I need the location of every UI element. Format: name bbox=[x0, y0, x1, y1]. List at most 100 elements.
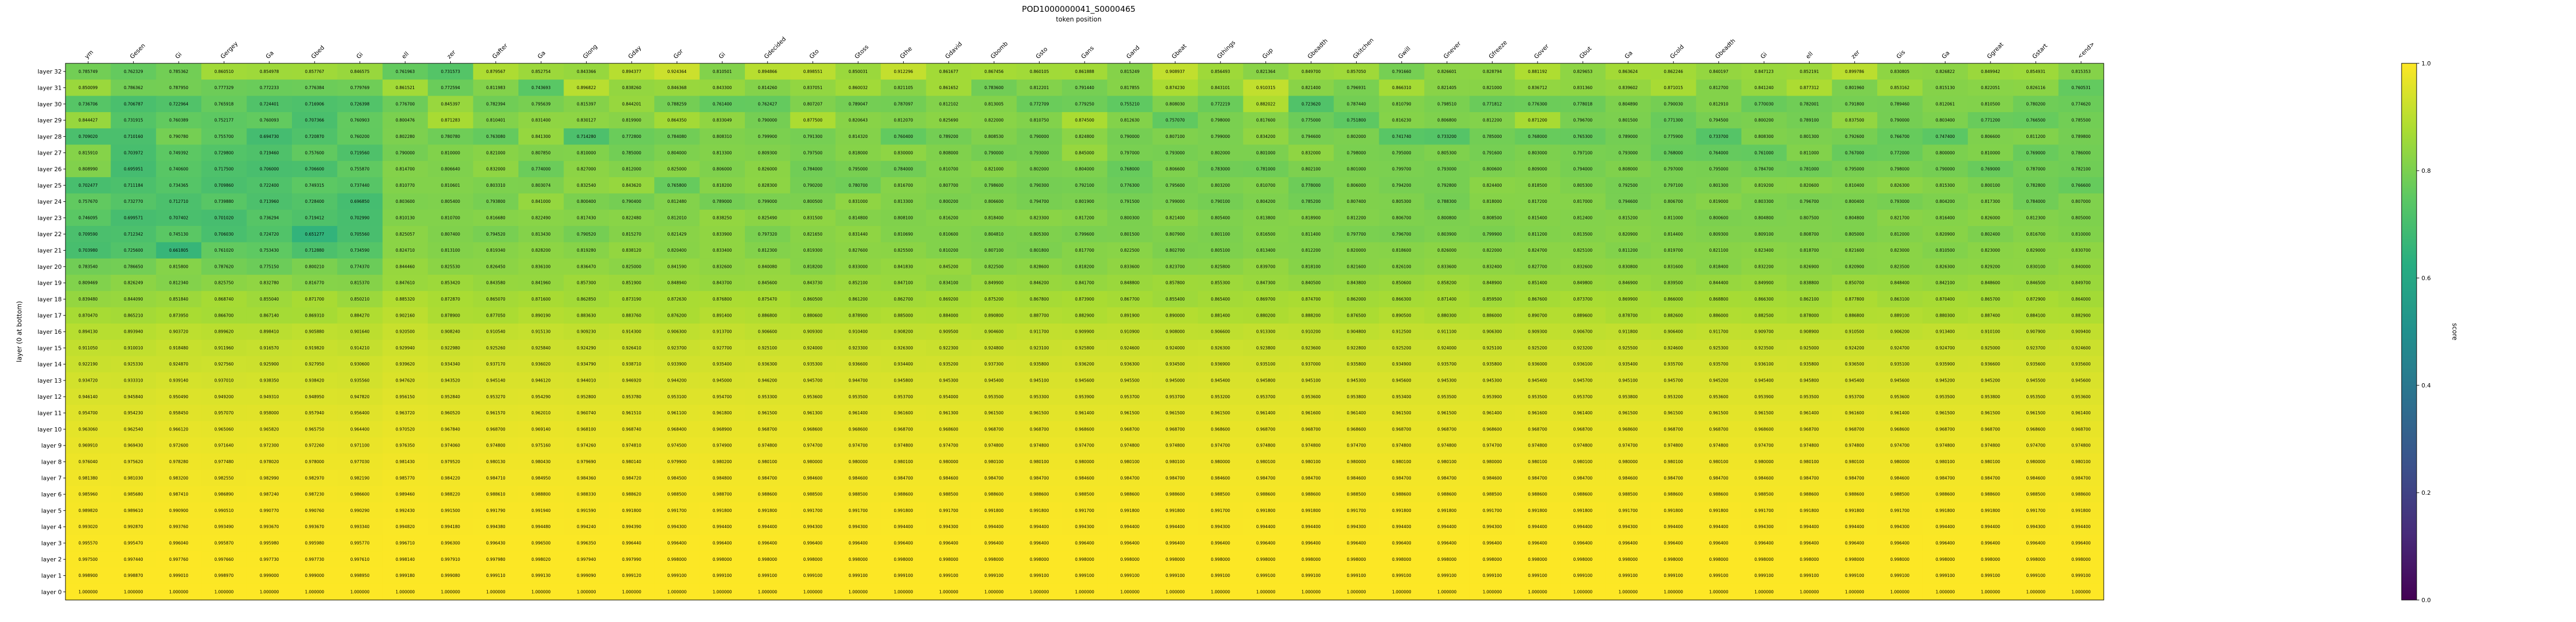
cell-value-label: 0.817200 bbox=[1528, 199, 1547, 204]
heatmap-cell bbox=[1651, 193, 1696, 210]
heatmap-cell bbox=[1967, 323, 2014, 340]
heatmap-cell bbox=[699, 144, 745, 162]
cell-value-label: 0.769000 bbox=[1981, 167, 2000, 172]
cell-value-label: 0.772219 bbox=[1211, 101, 1230, 106]
heatmap-cell bbox=[2013, 160, 2059, 178]
heatmap-cell bbox=[1514, 79, 1561, 97]
heatmap-cell bbox=[2013, 323, 2059, 340]
heatmap-cell bbox=[971, 79, 1017, 97]
cell-value-label: 0.953270 bbox=[486, 394, 506, 399]
heatmap-cell bbox=[1288, 112, 1334, 129]
heatmap-cell bbox=[790, 389, 836, 405]
heatmap-cell bbox=[292, 405, 338, 422]
cell-value-label: 0.945700 bbox=[1664, 378, 1683, 383]
cell-value-label: 0.961600 bbox=[1845, 411, 1864, 415]
heatmap-cell bbox=[1967, 209, 2014, 226]
heatmap-cell bbox=[1605, 96, 1651, 113]
cell-value-label: 0.945140 bbox=[486, 378, 506, 383]
cell-value-label: 0.794200 bbox=[1392, 183, 1411, 188]
cell-value-label: 0.984220 bbox=[441, 475, 460, 480]
cell-value-label: 0.809000 bbox=[1528, 167, 1547, 172]
heatmap-cell bbox=[156, 128, 202, 145]
cell-value-label: 0.812010 bbox=[668, 215, 687, 220]
cell-value-label: 0.801900 bbox=[1075, 199, 1094, 204]
cell-value-label: 0.994400 bbox=[1845, 524, 1864, 529]
heatmap-cell bbox=[1334, 372, 1380, 389]
heatmap-cell bbox=[971, 96, 1017, 113]
cell-value-label: 0.825800 bbox=[1211, 264, 1230, 269]
cell-value-label: 0.765300 bbox=[1574, 134, 1593, 139]
heatmap-cell bbox=[337, 144, 383, 162]
cell-value-label: 0.991700 bbox=[1754, 508, 1774, 513]
heatmap-cell bbox=[971, 274, 1017, 291]
heatmap-cell bbox=[881, 144, 927, 162]
y-tick-label: layer 31 bbox=[38, 84, 62, 91]
heatmap-cell bbox=[1877, 389, 1923, 405]
heatmap-cell bbox=[564, 79, 610, 97]
heatmap-cell bbox=[1469, 307, 1516, 324]
cell-value-label: 0.737440 bbox=[350, 183, 370, 188]
heatmap-cell bbox=[609, 226, 655, 243]
cell-value-label: 0.828300 bbox=[758, 183, 777, 188]
cell-value-label: 0.794000 bbox=[1574, 167, 1593, 172]
cell-value-label: 0.968700 bbox=[758, 427, 777, 431]
cell-value-label: 0.776384 bbox=[305, 85, 324, 90]
x-tick-label: ell bbox=[1804, 50, 1814, 60]
cell-value-label: 0.910540 bbox=[486, 330, 506, 334]
cell-value-label: 0.816200 bbox=[939, 215, 958, 220]
heatmap-cell bbox=[1605, 112, 1651, 129]
cell-value-label: 1.000000 bbox=[1030, 589, 1049, 594]
cell-value-label: 0.699571 bbox=[124, 215, 143, 220]
cell-value-label: 0.880300 bbox=[1936, 313, 1955, 318]
cell-value-label: 0.968100 bbox=[577, 427, 596, 431]
cell-value-label: 0.998000 bbox=[1936, 557, 1955, 562]
heatmap-cell bbox=[1379, 291, 1425, 308]
heatmap-cell bbox=[428, 356, 474, 373]
cell-value-label: 0.800600 bbox=[1709, 215, 1729, 220]
cell-value-label: 0.991800 bbox=[1030, 508, 1049, 513]
cell-value-label: 0.821000 bbox=[984, 167, 1004, 172]
heatmap-cell bbox=[926, 356, 972, 373]
cell-value-label: 0.850210 bbox=[350, 297, 370, 302]
cell-value-label: 0.850700 bbox=[1845, 281, 1864, 286]
heatmap-cell bbox=[201, 193, 247, 210]
cell-value-label: 0.984600 bbox=[1619, 475, 1638, 480]
cell-value-label: 0.994400 bbox=[1030, 524, 1049, 529]
heatmap-cell bbox=[654, 128, 700, 145]
heatmap-cell bbox=[1832, 307, 1878, 324]
cell-value-label: 0.778000 bbox=[1301, 183, 1321, 188]
heatmap-cell bbox=[65, 258, 111, 275]
heatmap-cell bbox=[564, 128, 610, 145]
cell-value-label: 0.783600 bbox=[984, 85, 1004, 90]
cell-value-label: 0.831600 bbox=[1664, 264, 1683, 269]
heatmap-cell bbox=[699, 226, 745, 243]
cell-value-label: 0.999100 bbox=[1347, 573, 1366, 578]
y-tick-label: layer 11 bbox=[38, 410, 62, 417]
heatmap-cell bbox=[881, 112, 927, 129]
cell-value-label: 0.988600 bbox=[1256, 492, 1276, 497]
heatmap-cell bbox=[1062, 177, 1108, 194]
cell-value-label: 0.733200 bbox=[1437, 134, 1457, 139]
cell-value-label: 0.801000 bbox=[1256, 150, 1276, 155]
cell-value-label: 0.799600 bbox=[1075, 232, 1094, 237]
heatmap-cell bbox=[1696, 128, 1742, 145]
cell-value-label: 0.765918 bbox=[215, 101, 234, 106]
cell-value-label: 0.984700 bbox=[1392, 475, 1411, 480]
heatmap-cell bbox=[337, 372, 383, 389]
y-tick-label: layer 8 bbox=[41, 458, 62, 465]
cell-value-label: 0.994400 bbox=[1256, 524, 1276, 529]
cell-value-label: 0.968700 bbox=[1301, 427, 1321, 431]
heatmap-cell bbox=[1424, 112, 1470, 129]
cell-value-label: 0.948950 bbox=[305, 394, 324, 399]
cell-value-label: 0.706600 bbox=[305, 167, 324, 172]
cell-value-label: 0.984600 bbox=[1483, 475, 1502, 480]
cell-value-label: 0.813800 bbox=[1256, 215, 1276, 220]
cell-value-label: 0.985770 bbox=[396, 475, 415, 480]
cell-value-label: 0.994400 bbox=[1709, 524, 1729, 529]
cell-value-label: 0.785500 bbox=[2072, 118, 2091, 123]
heatmap-cell bbox=[1877, 209, 1923, 226]
heatmap-cell bbox=[1152, 274, 1198, 291]
cell-value-label: 0.961500 bbox=[1981, 411, 2000, 415]
heatmap-cell bbox=[699, 112, 745, 129]
heatmap-cell bbox=[1469, 177, 1516, 194]
